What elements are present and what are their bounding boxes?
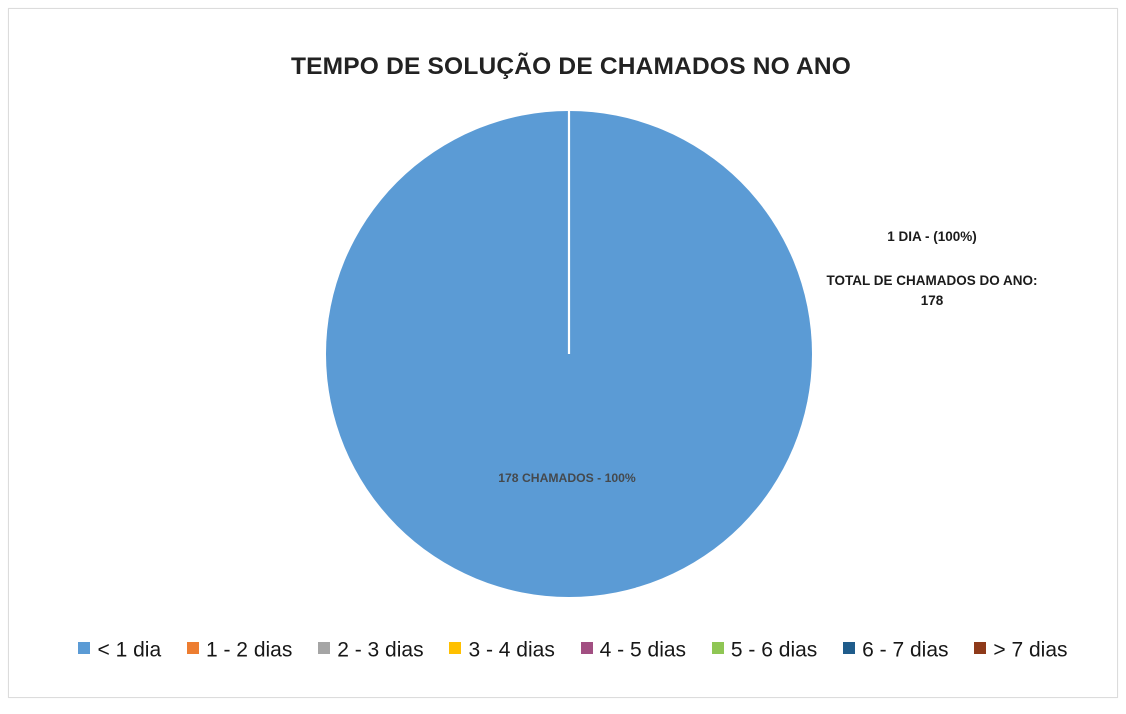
svg-text:178 CHAMADOS - 100%: 178 CHAMADOS - 100% bbox=[498, 471, 636, 485]
